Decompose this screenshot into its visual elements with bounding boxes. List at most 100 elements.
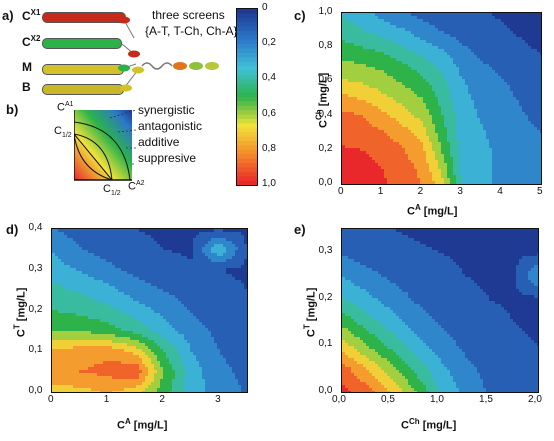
heatmap-cell xyxy=(163,253,167,257)
heatmap-cell xyxy=(55,256,59,260)
heatmap-cell xyxy=(351,28,355,32)
heatmap-cell xyxy=(348,160,352,164)
heatmap-cell xyxy=(525,154,529,158)
heatmap-cell xyxy=(540,115,541,119)
heatmap-cell xyxy=(378,142,382,146)
heatmap-cell xyxy=(363,52,367,56)
heatmap-cell xyxy=(492,115,496,119)
heatmap-cell xyxy=(471,73,475,77)
heatmap-cell xyxy=(486,115,490,119)
heatmap-cell xyxy=(528,46,532,50)
heatmap-cell xyxy=(420,19,424,23)
heatmap-cell xyxy=(399,37,403,41)
heatmap-cell xyxy=(519,67,523,71)
heatmap-cell xyxy=(498,127,502,131)
heatmap-cell xyxy=(106,247,110,251)
heatmap-cell xyxy=(82,268,86,272)
heatmap-cell xyxy=(381,103,385,107)
heatmap-cell xyxy=(531,136,535,140)
heatmap-cell xyxy=(510,64,514,68)
heatmap-cell xyxy=(504,85,508,89)
heatmap-cell xyxy=(441,181,445,184)
heatmap-cell xyxy=(534,94,538,98)
heatmap-cell xyxy=(387,13,391,17)
heatmap-cell xyxy=(384,178,388,182)
heatmap-cell xyxy=(202,241,206,245)
heatmap-cell xyxy=(447,52,451,56)
heatmap-cell xyxy=(465,52,469,56)
heatmap-cell xyxy=(459,22,463,26)
heatmap-cell xyxy=(444,88,448,92)
heatmap-cell xyxy=(369,58,373,62)
row-label-m: M xyxy=(22,60,32,74)
heatmap-cell xyxy=(157,244,161,248)
heatmap-cell xyxy=(369,139,373,143)
heatmap-cell xyxy=(492,109,496,113)
heatmap-cell xyxy=(447,28,451,32)
heatmap-cell xyxy=(444,25,448,29)
heatmap-cell xyxy=(453,169,457,173)
heatmap-cell xyxy=(372,103,376,107)
heatmap-cell xyxy=(441,16,445,20)
heatmap-cell xyxy=(375,154,379,158)
heatmap-cell xyxy=(489,43,493,47)
heatmap-cell xyxy=(492,22,496,26)
heatmap-cell xyxy=(522,127,526,131)
heatmap-cell xyxy=(477,178,481,182)
heatmap-cell xyxy=(354,49,358,53)
heatmap-cell xyxy=(471,154,475,158)
heatmap-cell xyxy=(229,265,233,269)
heatmap-cell xyxy=(420,139,424,143)
heatmap-cell xyxy=(483,55,487,59)
heatmap-cell xyxy=(166,253,170,257)
heatmap-cell xyxy=(396,103,400,107)
heatmap-cell xyxy=(498,58,502,62)
heatmap-cell xyxy=(528,142,532,146)
heatmap-cell xyxy=(423,13,427,17)
colorbar-band xyxy=(237,163,257,168)
heatmap-cell xyxy=(399,178,403,182)
heatmap-cell xyxy=(414,19,418,23)
heatmap-cell xyxy=(480,85,484,89)
heatmap-cell xyxy=(519,127,523,131)
heatmap-cell xyxy=(516,163,520,167)
heatmap-cell xyxy=(477,145,481,149)
heatmap-cell xyxy=(366,172,370,176)
heatmap-cell xyxy=(58,268,62,272)
heatmap-cell xyxy=(492,88,496,92)
heatmap-cell xyxy=(381,154,385,158)
heatmap-cell xyxy=(357,79,361,83)
heatmap-cell xyxy=(495,112,499,116)
heatmap-cell xyxy=(417,160,421,164)
heatmap-cell xyxy=(396,82,400,86)
heatmap-cell xyxy=(345,109,349,113)
heatmap-cell xyxy=(447,154,451,158)
colorbar-band xyxy=(237,88,257,94)
heatmap-cell xyxy=(384,49,388,53)
heatmap-cell xyxy=(528,163,532,167)
heatmap-cell xyxy=(423,169,427,173)
heatmap-cell xyxy=(459,172,463,176)
heatmap-cell xyxy=(471,160,475,164)
heatmap-cell xyxy=(199,271,203,275)
heatmap-cell xyxy=(537,76,541,80)
heatmap-cell xyxy=(429,130,433,134)
heatmap-cell xyxy=(519,46,523,50)
heatmap-cell xyxy=(97,271,101,275)
heatmap-cell xyxy=(405,52,409,56)
heatmap-cell xyxy=(235,259,239,263)
heatmap-cell xyxy=(112,274,116,278)
heatmap-cell xyxy=(468,109,472,113)
heatmap-cell xyxy=(498,172,502,176)
heatmap-cell xyxy=(199,232,203,236)
heatmap-cell xyxy=(459,43,463,47)
heatmap-cell xyxy=(369,160,373,164)
heatmap-cell xyxy=(354,172,358,176)
heatmap-cell xyxy=(438,106,442,110)
heatmap-cell xyxy=(378,91,382,95)
heatmap-cell xyxy=(510,88,514,92)
heatmap-cell xyxy=(363,175,367,179)
heatmap-cell xyxy=(405,142,409,146)
heatmap-cell xyxy=(190,277,194,281)
heatmap-cell xyxy=(348,67,352,71)
